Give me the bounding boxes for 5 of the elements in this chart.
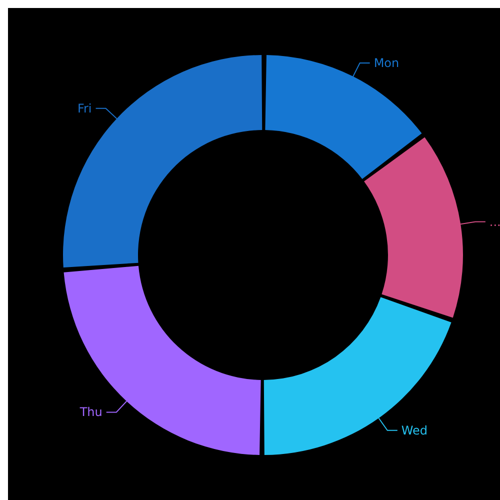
slice-label: ...: [489, 214, 500, 229]
slice-label: Fri: [77, 101, 92, 116]
slice-label: Thu: [78, 405, 102, 420]
slice-label: Wed: [401, 423, 428, 438]
slice-label: Mon: [374, 56, 400, 70]
